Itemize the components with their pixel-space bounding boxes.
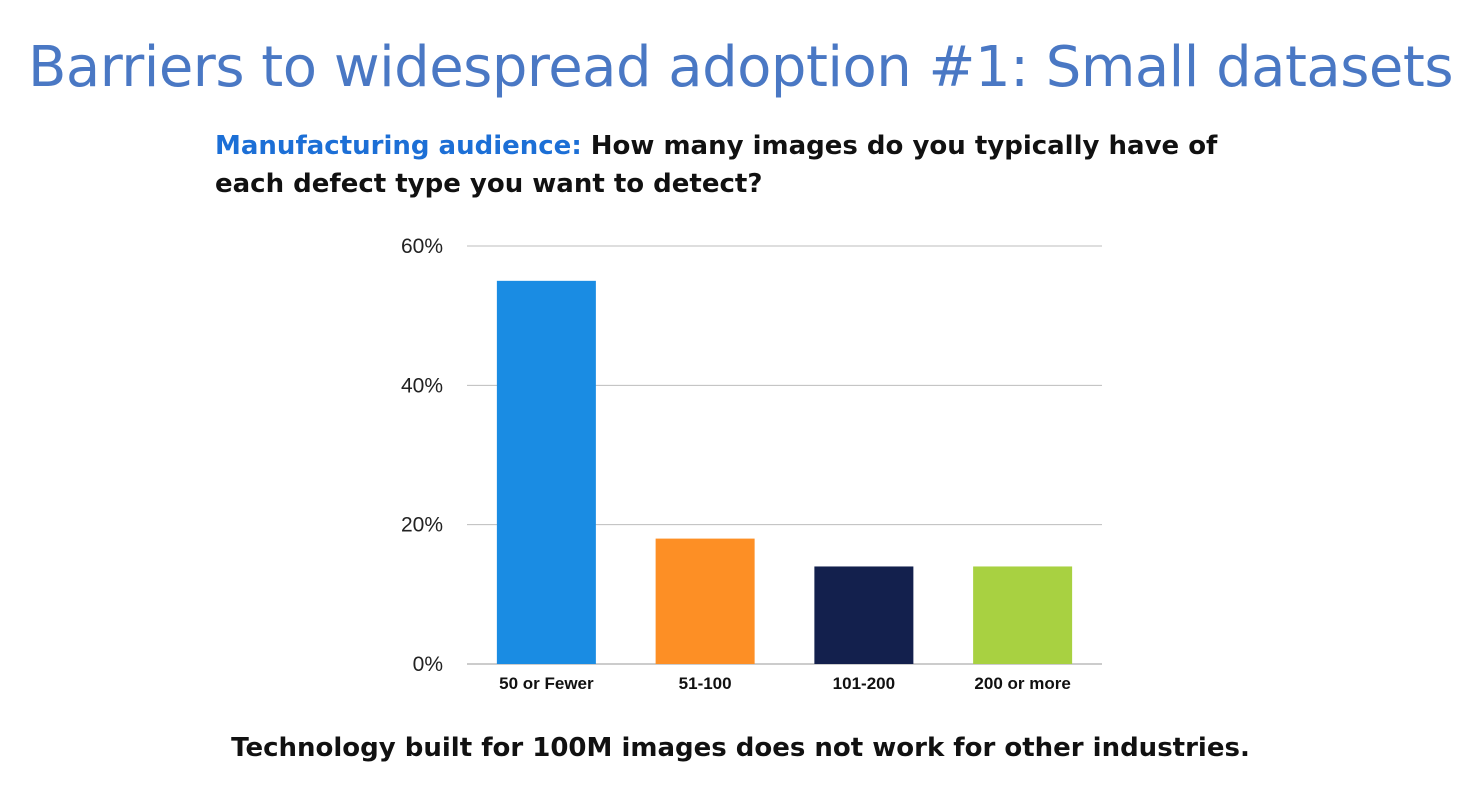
bars: [496, 280, 1073, 664]
y-axis-ticks: 0% 20% 40% 60%: [401, 235, 443, 676]
y-tick-label: 0%: [413, 653, 443, 676]
y-tick-label: 60%: [401, 235, 443, 258]
bar-4: [973, 566, 1073, 664]
slide-footer: Technology built for 100M images does no…: [231, 733, 1250, 763]
y-tick-label: 20%: [401, 514, 443, 537]
bar-2: [655, 538, 755, 664]
x-category-label: 50 or Fewer: [499, 674, 594, 693]
question-audience-label: Manufacturing audience:: [215, 131, 582, 161]
x-category-label: 51-100: [679, 674, 732, 693]
bar-3: [814, 566, 914, 664]
x-axis-categories: 50 or Fewer 51-100 101-200 200 or more: [499, 674, 1071, 693]
bar-1: [496, 280, 596, 664]
bar-chart: 0% 20% 40% 60% 50 or Fewer 51-100 101-200 200 …: [380, 225, 1120, 705]
x-category-label: 200 or more: [974, 674, 1070, 693]
bar-chart-svg: 0% 20% 40% 60% 50 or Fewer 51-100 101-200 200 …: [401, 235, 1102, 693]
y-tick-label: 40%: [401, 374, 443, 397]
survey-question: Manufacturing audience: How many images …: [215, 127, 1255, 203]
question-text: How many images do you typically have of…: [215, 131, 1218, 199]
x-category-label: 101-200: [833, 674, 895, 693]
slide-title: Barriers to widespread adoption #1: Smal…: [27, 35, 1454, 100]
